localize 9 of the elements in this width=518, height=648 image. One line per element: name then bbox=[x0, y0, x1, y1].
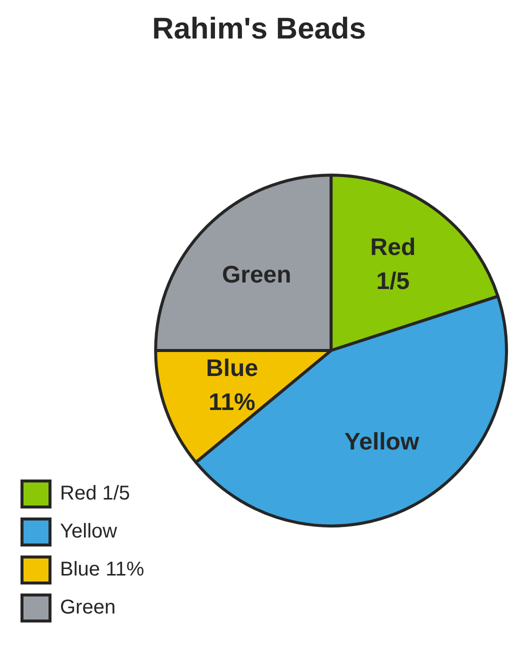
legend-label: Blue 11% bbox=[60, 558, 144, 581]
chart-title: Rahim's Beads bbox=[152, 12, 366, 46]
legend-label: Yellow bbox=[60, 520, 118, 543]
slice-label: Green bbox=[222, 262, 292, 289]
legend-label: Red 1/5 bbox=[60, 482, 130, 505]
slice-label: Blue 11% bbox=[206, 354, 258, 416]
slice-label: Yellow bbox=[344, 428, 420, 456]
legend-label: Green bbox=[60, 596, 116, 619]
slice-label: Red 1/5 bbox=[370, 234, 416, 295]
